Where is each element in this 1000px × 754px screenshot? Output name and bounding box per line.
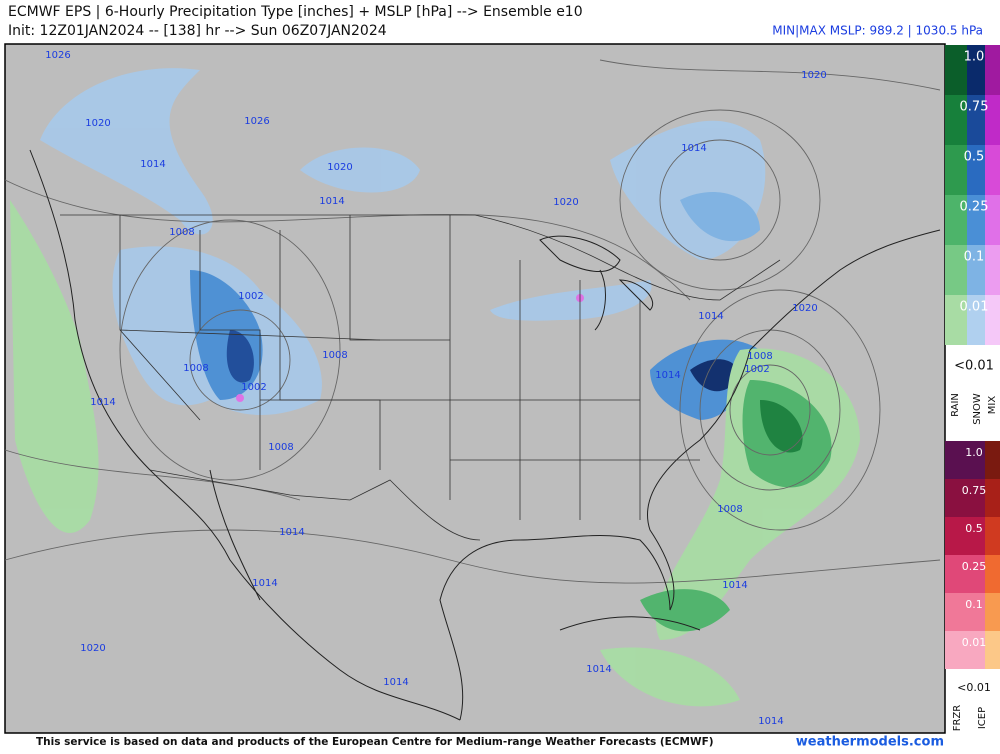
legend-level: 1.0 (964, 50, 985, 65)
isobar-label: 1014 (586, 664, 611, 675)
isobar-label: 1020 (85, 118, 110, 129)
legend-swatch (945, 593, 985, 631)
isobar-label: 1014 (655, 370, 680, 381)
isobar-label: 1014 (681, 143, 706, 154)
legend-swatch (945, 631, 985, 669)
legend-below: <0.01 (957, 681, 991, 694)
legend-level: 0.25 (960, 200, 989, 215)
legend-swatch (985, 593, 1000, 631)
legend-swatch (967, 245, 985, 295)
isobar-label: 1002 (744, 364, 769, 375)
isobar-label: 1008 (322, 350, 347, 361)
title: ECMWF EPS | 6-Hourly Precipitation Type … (8, 4, 583, 20)
legend-swatch (985, 45, 1000, 95)
legend-level: 0.75 (962, 484, 987, 497)
isobar-label: 1014 (722, 580, 747, 591)
isobar-label: 1026 (244, 116, 269, 127)
legend-level: 0.01 (960, 300, 989, 315)
isobar-label: 1014 (698, 311, 723, 322)
isobar-label: 1014 (383, 677, 408, 688)
isobar-label: 1008 (169, 227, 194, 238)
legend-swatch (985, 441, 1000, 479)
isobar-label: 1008 (747, 351, 772, 362)
legend-level: 0.1 (965, 598, 983, 611)
legend-swatch (985, 195, 1000, 245)
legend-level: 0.5 (964, 150, 985, 165)
legend-swatch (985, 145, 1000, 195)
legend-swatch (945, 479, 985, 517)
isobar-label: 1014 (252, 578, 277, 589)
legend-level: 0.5 (965, 522, 983, 535)
legend-type: SNOW (972, 393, 983, 425)
credit: This service is based on data and produc… (36, 736, 714, 748)
isobar-label: 1014 (279, 527, 304, 538)
legend-swatch (967, 295, 985, 345)
isobar-label: 1008 (717, 504, 742, 515)
legend-level: 0.1 (964, 250, 985, 265)
legend-swatch (985, 245, 1000, 295)
legend-swatch (967, 45, 985, 95)
map: 1026 1020 1026 1014 1020 1014 1020 1014 1020 1008… (4, 43, 946, 734)
isobar-label: 1002 (238, 291, 263, 302)
legend-level: 0.75 (960, 100, 989, 115)
isobar-label: 1020 (327, 162, 352, 173)
legend-swatch (945, 145, 967, 195)
legend-swatch (967, 145, 985, 195)
legend-swatch (985, 631, 1000, 669)
isobar-label: 1014 (758, 716, 783, 727)
legend-swatch (985, 517, 1000, 555)
legend-swatch (945, 295, 967, 345)
isobar-label: 1014 (319, 196, 344, 207)
legend-type: MIX (987, 396, 998, 415)
legend-swatch (945, 245, 967, 295)
isobar-label: 1014 (140, 159, 165, 170)
legend: 1.0 0.75 0.5 0.25 0.1 0.01 <0.01 RAIN SNOW MIX 1.0… (945, 45, 1000, 731)
legend-swatch (945, 555, 985, 593)
legend-swatch (985, 295, 1000, 345)
legend-type: ICEP (977, 707, 988, 729)
legend-swatch (945, 45, 967, 95)
legend-swatch (945, 195, 967, 245)
isobar-label: 1020 (801, 70, 826, 81)
legend-swatch (945, 517, 985, 555)
isobar-label: 1002 (241, 382, 266, 393)
isobar-label: 1008 (268, 442, 293, 453)
geography (29, 149, 941, 721)
legend-swatch (985, 95, 1000, 145)
legend-type: RAIN (950, 393, 961, 417)
legend-swatch (985, 555, 1000, 593)
legend-level: 0.25 (962, 560, 987, 573)
isobar-label: 1020 (792, 303, 817, 314)
site[interactable]: weathermodels.com (796, 735, 944, 750)
min-max-mslp: MIN|MAX MSLP: 989.2 | 1030.5 hPa (772, 24, 983, 38)
legend-level: 0.01 (962, 636, 987, 649)
isobar-label: 1026 (45, 50, 70, 61)
legend-swatch (945, 95, 967, 145)
init-line: Init: 12Z01JAN2024 -- [138] hr --> Sun 0… (8, 23, 387, 39)
legend-swatch (985, 479, 1000, 517)
isobar-label: 1020 (80, 643, 105, 654)
legend-below: <0.01 (954, 359, 994, 374)
isobar-label: 1008 (183, 363, 208, 374)
isobar-labels: 1026 1020 1026 1014 1020 1014 1020 1014 1020 1008… (45, 50, 826, 727)
legend-swatch (945, 441, 985, 479)
legend-swatch (967, 195, 985, 245)
legend-swatch (967, 95, 985, 145)
legend-level: 1.0 (965, 446, 983, 459)
isobar-label: 1014 (90, 397, 115, 408)
legend-type: FRZR (952, 705, 963, 732)
isobar-label: 1020 (553, 197, 578, 208)
